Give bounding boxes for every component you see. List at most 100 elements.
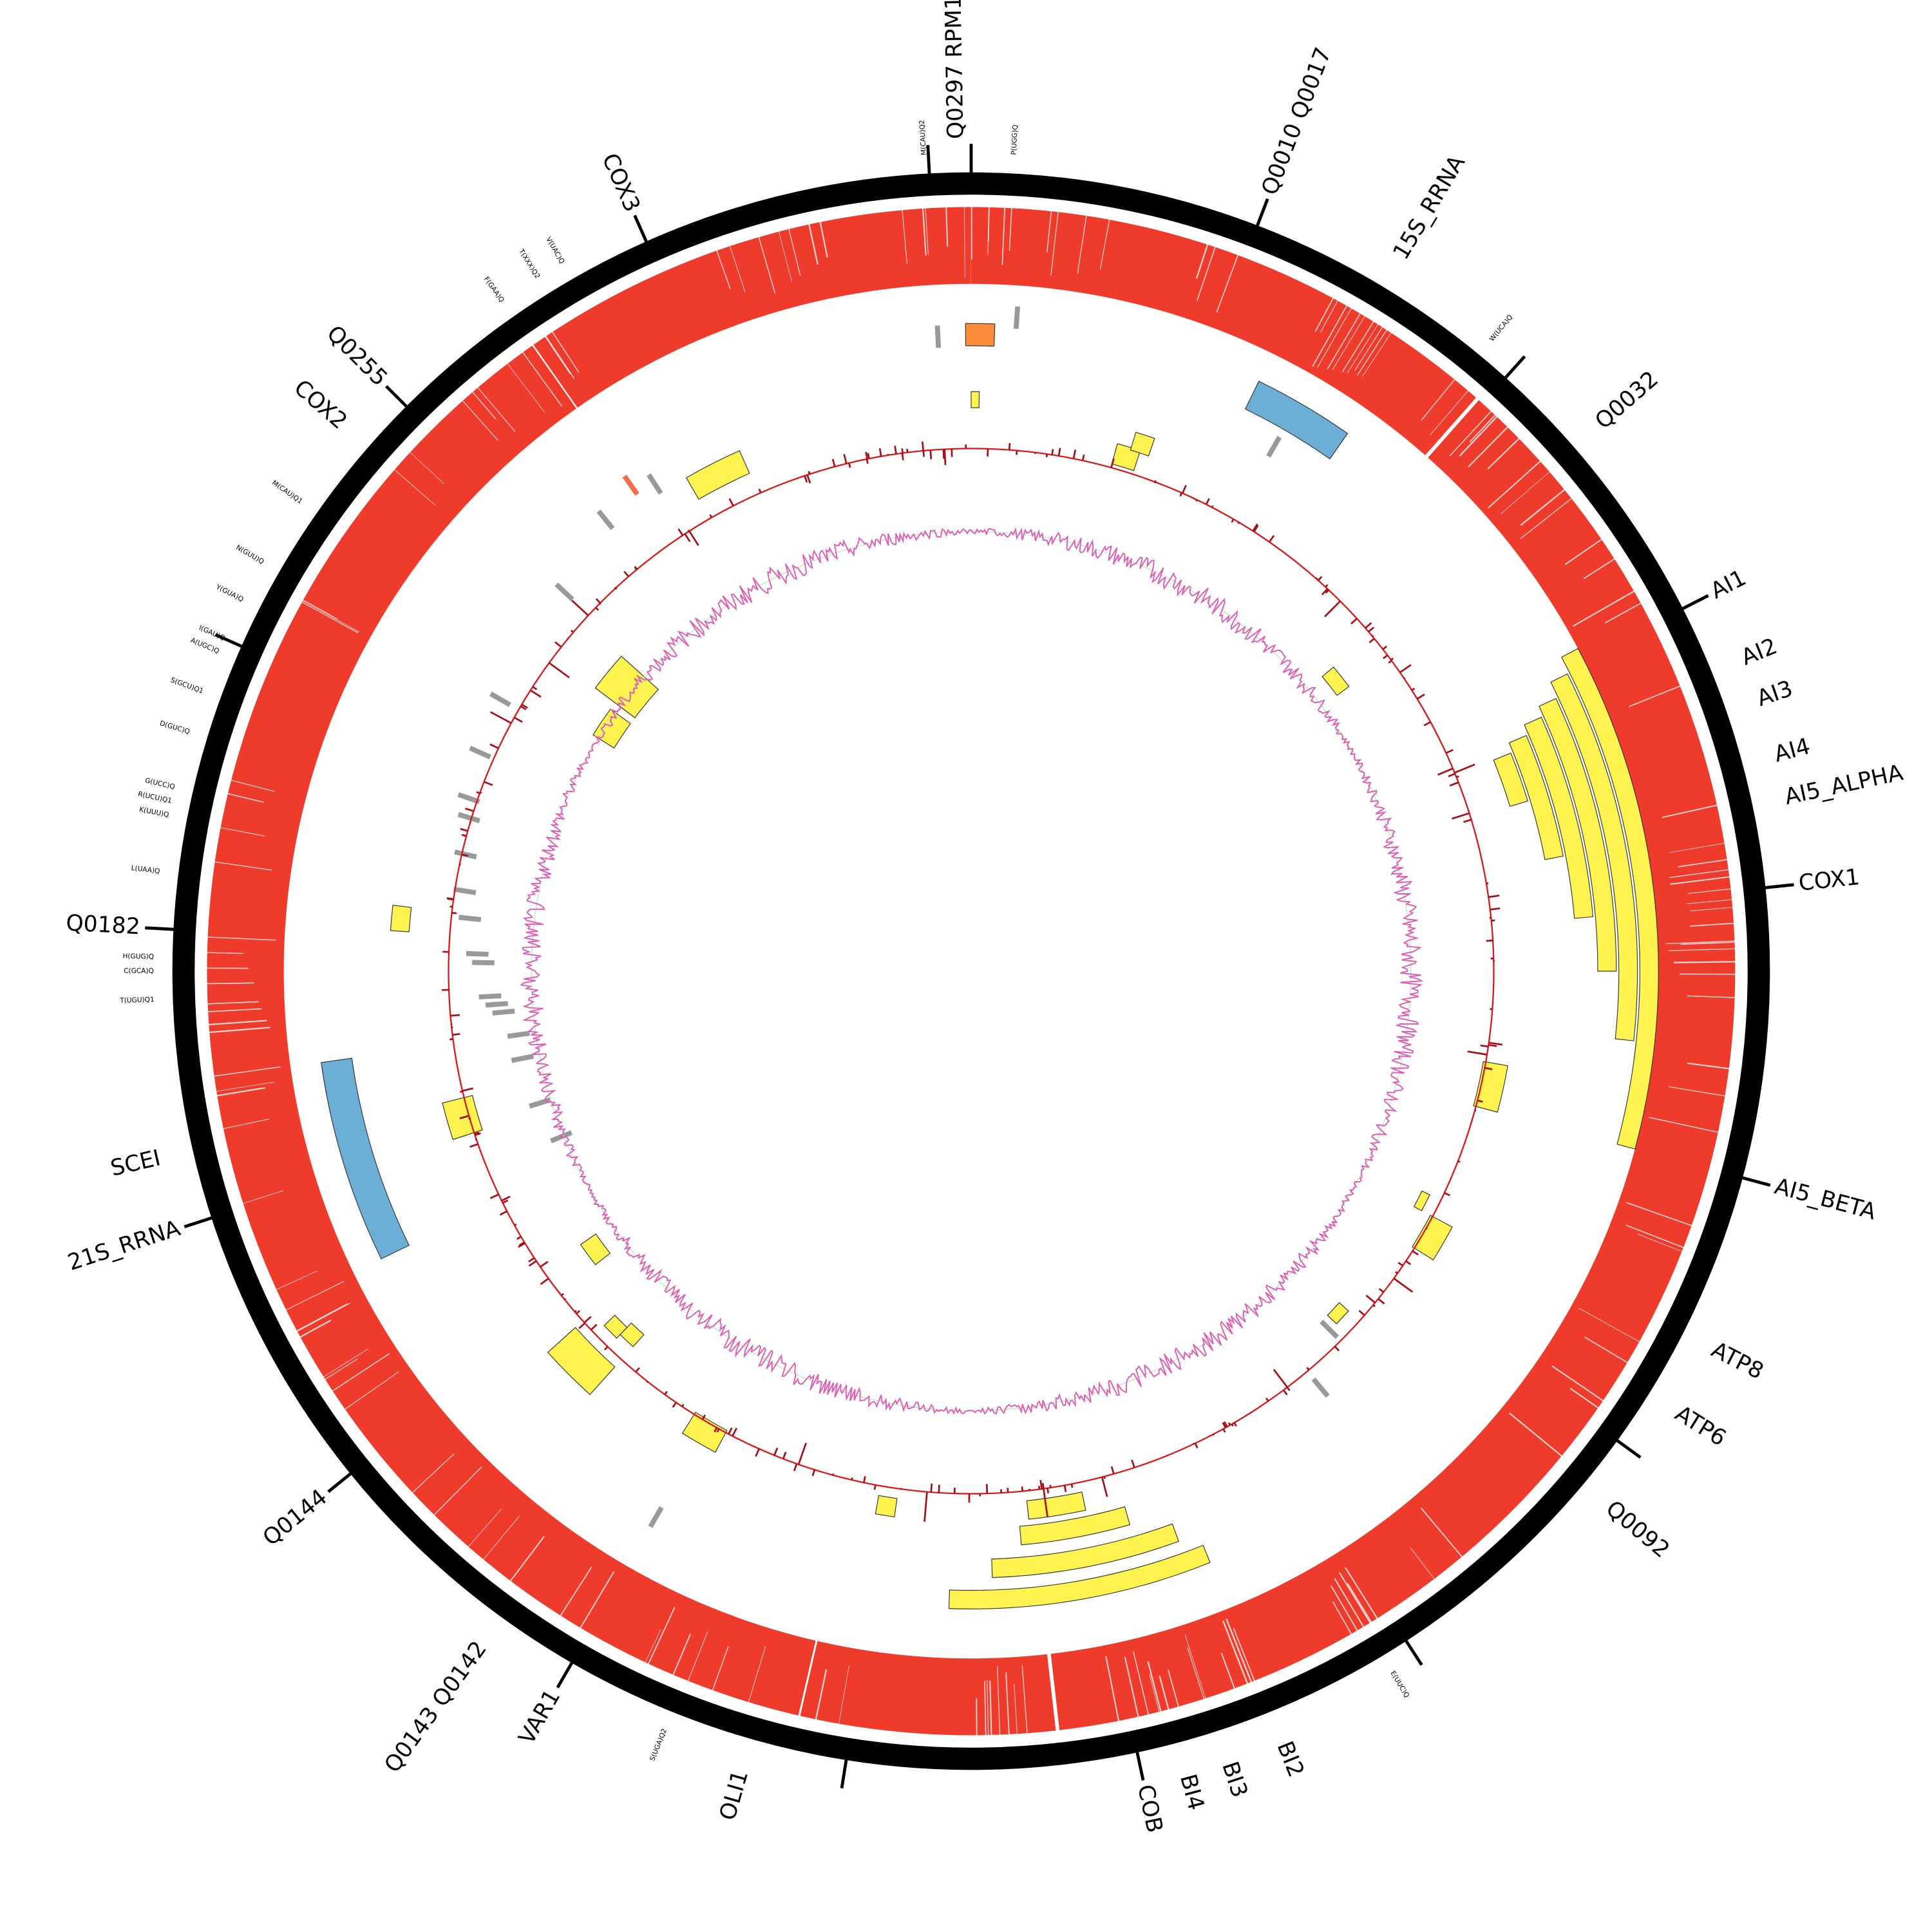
- variant-spike: [716, 1428, 720, 1433]
- coverage-dip: [303, 600, 359, 632]
- coverage-dip: [412, 1453, 455, 1493]
- variant-spike: [1334, 1345, 1340, 1352]
- variant-spike: [1110, 1466, 1115, 1475]
- feature-box: [620, 1322, 645, 1347]
- coverage-dip: [1410, 1547, 1435, 1580]
- variant-spike: [1081, 454, 1085, 461]
- variant-spike: [514, 1224, 517, 1226]
- variant-spike: [1039, 1479, 1043, 1490]
- variant-spike: [793, 1463, 798, 1472]
- coverage-dip: [687, 1632, 708, 1681]
- coverage-dip: [433, 1466, 482, 1515]
- coverage-dip: [545, 336, 571, 375]
- variant-spike: [863, 1476, 866, 1483]
- coverage-dip: [1345, 1567, 1378, 1619]
- position-tick: [327, 1465, 361, 1493]
- variant-spike: [1383, 654, 1388, 659]
- variant-spike: [1154, 480, 1157, 483]
- feature-box: [580, 1233, 611, 1265]
- variant-spike: [758, 488, 762, 493]
- coverage-dip: [1332, 1601, 1352, 1634]
- variant-spike: [1007, 1488, 1009, 1493]
- position-tick: [1399, 1631, 1423, 1666]
- coverage-dip: [1330, 1585, 1358, 1631]
- coverage-dip: [207, 1001, 259, 1005]
- variant-spike: [1049, 1484, 1052, 1488]
- position-tick: [184, 1213, 223, 1229]
- position-tick: [1672, 594, 1709, 615]
- variant-spike: [878, 448, 882, 457]
- variant-spike: [1488, 895, 1500, 898]
- variant-spike: [489, 1193, 499, 1199]
- variant-spike: [677, 528, 684, 536]
- coverage-dip: [1501, 471, 1550, 515]
- trna-mark: [507, 1030, 530, 1039]
- variant-spike: [684, 533, 691, 542]
- coverage-dip: [1077, 215, 1087, 274]
- variant-spike: [701, 1414, 706, 1420]
- feature-box: [1019, 1506, 1131, 1546]
- coverage-dip: [922, 208, 927, 256]
- variant-spike: [1365, 622, 1372, 629]
- coverage-dip: [1551, 1365, 1604, 1401]
- coverage-dip: [1159, 1675, 1170, 1710]
- coverage-dip: [1459, 416, 1498, 457]
- trna-label: L(UAA)Q: [131, 864, 160, 875]
- trna-label: P(UGG)Q: [1010, 124, 1019, 155]
- variant-spike: [782, 1452, 787, 1459]
- coverage-dip: [1222, 1620, 1249, 1684]
- baseline-circle: [448, 448, 1495, 1495]
- coverage-dip: [748, 1646, 766, 1703]
- variant-spike: [1411, 687, 1416, 691]
- coverage-dip: [1312, 305, 1348, 367]
- variant-spike: [923, 1492, 928, 1522]
- feature-box: [1561, 648, 1659, 1150]
- coverage-dip: [1233, 1628, 1255, 1681]
- coverage-dip: [552, 332, 580, 373]
- variant-spike: [1325, 589, 1330, 594]
- variant-spike: [1454, 763, 1475, 774]
- variant-spike: [843, 453, 848, 464]
- coverage-dip: [580, 1571, 615, 1629]
- variant-spike: [1016, 450, 1018, 455]
- variant-spike: [518, 1241, 525, 1247]
- coverage-dip: [1669, 869, 1729, 878]
- variant-spike: [459, 1115, 469, 1120]
- variant-spike: [1317, 576, 1323, 582]
- variant-spike: [1378, 1298, 1385, 1305]
- variant-spike: [1192, 1443, 1195, 1444]
- feature-box: [1130, 431, 1155, 457]
- coverage-dip: [838, 1665, 849, 1724]
- coverage-dip: [1649, 1117, 1718, 1133]
- variant-spike: [1437, 768, 1454, 776]
- variant-spike: [529, 689, 542, 698]
- variant-spike: [1265, 1397, 1269, 1402]
- coverage-gap: [797, 1638, 819, 1719]
- coverage-dip: [216, 1081, 275, 1092]
- coverage-dip: [1320, 300, 1338, 333]
- coverage-dip: [1625, 1224, 1684, 1248]
- coverage-dip: [758, 237, 776, 294]
- coverage-dip: [1690, 922, 1734, 927]
- variant-spike: [1393, 1278, 1414, 1293]
- variant-spike: [1063, 1485, 1067, 1492]
- trna-mark: [622, 475, 639, 496]
- variant-spike: [1452, 812, 1470, 820]
- coverage-dip: [1005, 1672, 1010, 1735]
- coverage-dip: [1686, 899, 1732, 905]
- variant-spike: [687, 529, 690, 532]
- variant-spike: [1051, 449, 1054, 455]
- coverage-dip: [1347, 324, 1379, 374]
- variant-spike: [894, 446, 897, 455]
- coverage-dip: [1099, 219, 1110, 270]
- variant-spike: [1253, 525, 1259, 533]
- coverage-dip: [1317, 308, 1352, 368]
- variant-spike: [469, 1143, 478, 1148]
- coverage-dip: [243, 1190, 284, 1204]
- coverage-dip: [286, 1281, 345, 1311]
- coverage-dip: [1689, 907, 1733, 912]
- coverage-dip: [1226, 1618, 1253, 1683]
- coverage-dip: [1332, 316, 1365, 370]
- variant-spike: [901, 453, 904, 460]
